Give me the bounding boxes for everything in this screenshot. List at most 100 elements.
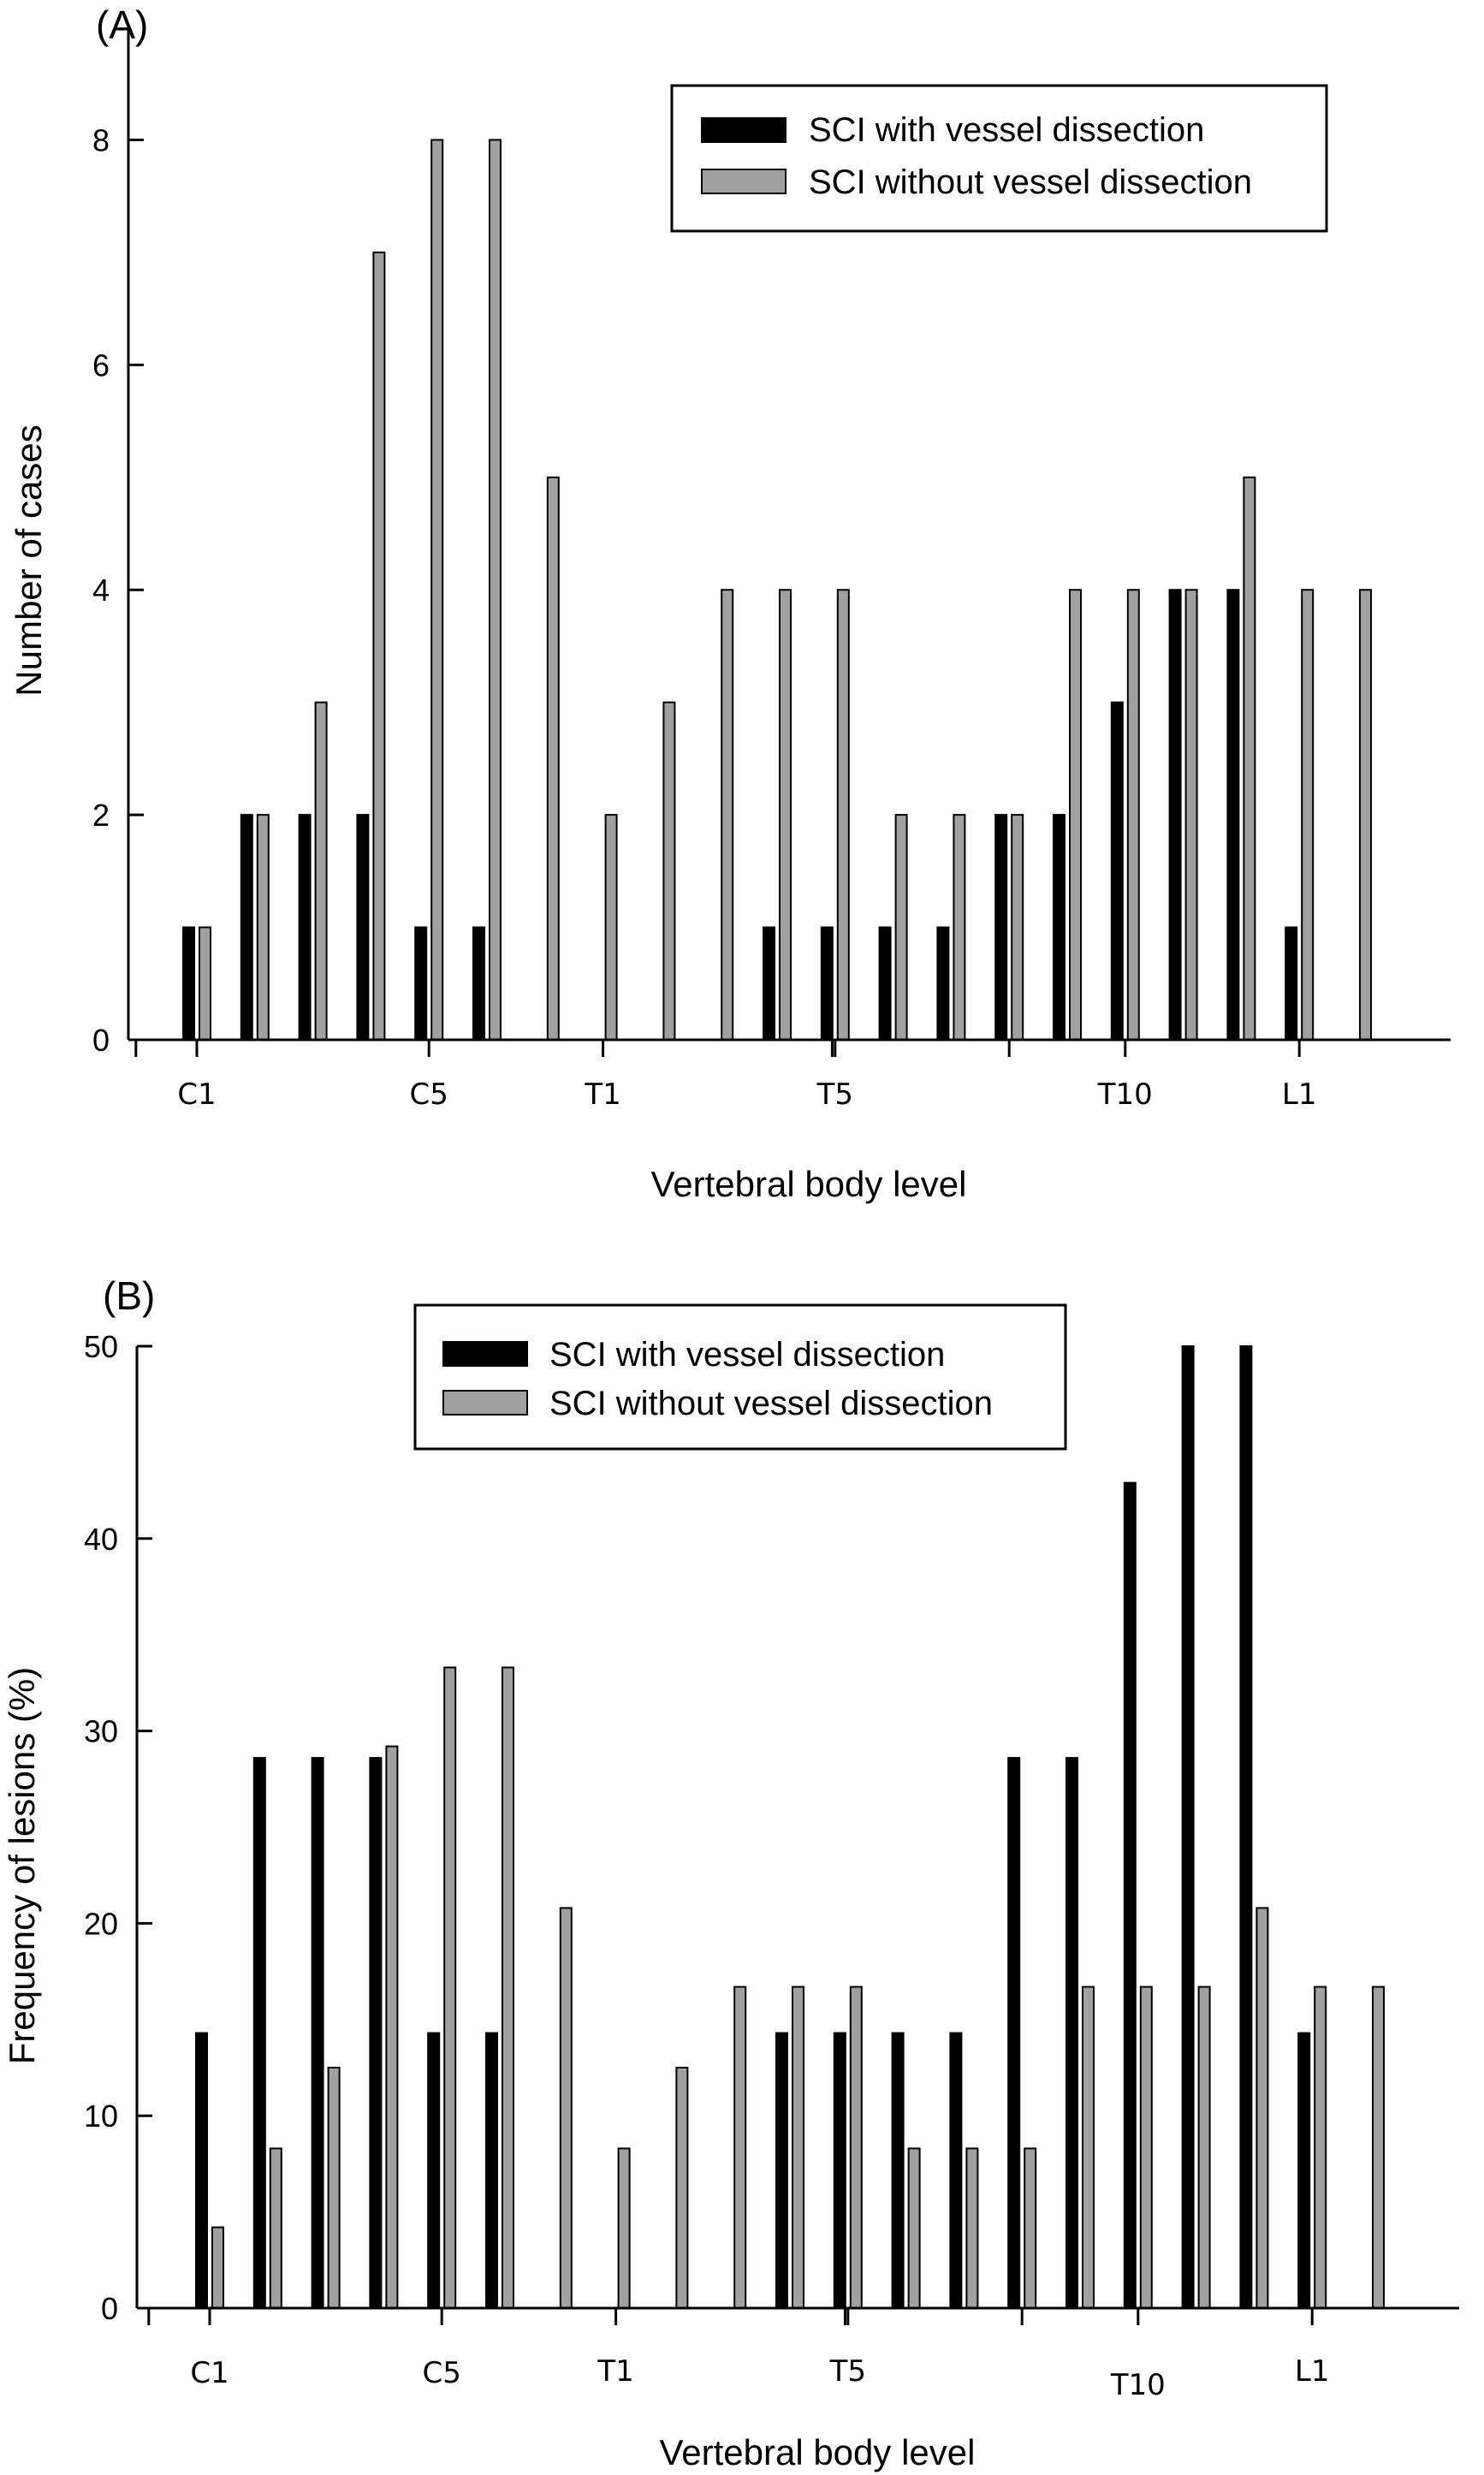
panel-a-bar-without-t11 <box>1184 589 1198 1041</box>
panel-b-bar-with-c5 <box>427 2032 441 2309</box>
panel-a-legend-swatch-with <box>701 117 787 143</box>
panel-b-bar-with-t5 <box>833 2032 846 2309</box>
panel-b-bar-with-l1 <box>1297 2032 1311 2309</box>
panel-a-chart: (A) 0 2 4 6 8 C1 C5 T1 T5 T10 L1 Number of cases V… <box>9 3 1451 1204</box>
panel-a-bar-without-c6 <box>489 139 502 1041</box>
panel-a-bar-without-c3 <box>314 701 328 1042</box>
panel-b-bars <box>195 1345 1385 2310</box>
panel-b-legend-box <box>413 1303 1067 1451</box>
panel-b-bar-with-t8 <box>1007 1757 1021 2309</box>
panel-a-bar-without-t1 <box>604 814 618 1041</box>
panel-b-y-axis-title: Frequency of lesions (%) <box>2 1667 42 2065</box>
panel-a-bar-without-t12 <box>1243 476 1256 1041</box>
panel-b-bar-with-c6 <box>485 2032 498 2309</box>
panel-a-bar-without-l2 <box>1359 589 1372 1041</box>
panel-b-bar-with-t10 <box>1123 1481 1137 2310</box>
panel-a-bar-without-c1 <box>199 926 211 1041</box>
panel-b-x-tick-label: T5 <box>829 2354 866 2389</box>
panel-a-bar-without-t5 <box>836 589 850 1041</box>
panel-a-bar-without-t10 <box>1126 589 1140 1041</box>
panel-a-bar-with-t9 <box>1053 814 1066 1041</box>
panel-b-bar-with-t11 <box>1181 1345 1195 2309</box>
panel-b-bar-without-c6 <box>502 1666 514 2309</box>
panel-a-legend-swatch-without <box>701 169 787 194</box>
panel-a-bar-with-t12 <box>1226 589 1240 1041</box>
panel-a-x-tick-label: T1 <box>584 1077 620 1112</box>
panel-b-chart: (B) 0 10 20 30 40 50 C1 C5 T1 T5 T10 L1 Frequency o… <box>2 1273 1459 2472</box>
panel-a-bar-with-t7 <box>936 926 950 1041</box>
panel-a-y-tick-label: 6 <box>92 347 110 383</box>
panel-a-bar-without-t3 <box>721 589 734 1041</box>
panel-b-legend-swatch-with <box>442 1341 528 1367</box>
panel-a-bar-without-c5 <box>430 139 444 1041</box>
panel-b-x-tick-label: C5 <box>423 2356 461 2390</box>
panel-b-bar-without-t12 <box>1255 1907 1269 2310</box>
panel-a-x-axis-title: Vertebral body level <box>651 1164 967 1204</box>
panel-a-bar-without-t9 <box>1069 589 1082 1041</box>
panel-b-bar-without-c3 <box>327 2067 341 2309</box>
panel-a-bar-with-c2 <box>240 814 253 1041</box>
panel-b-x-tick-label: C1 <box>190 2356 229 2390</box>
panel-b-y-tick-label: 50 <box>84 1329 118 1364</box>
panel-a-bar-without-t6 <box>894 814 908 1041</box>
panel-b-bar-without-c1 <box>211 2226 224 2309</box>
panel-a-bar-with-c5 <box>414 926 428 1041</box>
panel-b-bar-without-t3 <box>733 1985 747 2309</box>
panel-a-y-tick-label: 2 <box>92 798 110 833</box>
panel-b-label: (B) <box>103 1273 155 1318</box>
panel-a-x-tick-label: C5 <box>410 1077 448 1112</box>
panel-a-bar-without-t8 <box>1011 814 1024 1041</box>
panel-b-x-tick-label: T10 <box>1110 2368 1166 2402</box>
panel-b-legend-label-with: SCI with vessel dissection <box>549 1336 945 1374</box>
panel-b-y-tick-label: 40 <box>84 1522 118 1557</box>
panel-a-x-tick-label: T10 <box>1097 1077 1153 1112</box>
panel-b-y-tick-label: 30 <box>84 1714 118 1749</box>
panel-b-bar-with-t4 <box>775 2032 788 2309</box>
panel-a-bar-with-c4 <box>356 814 370 1041</box>
panel-a-bars <box>182 139 1372 1042</box>
panel-b-y-tick-label: 0 <box>101 2291 118 2326</box>
panel-b-legend-label-without: SCI without vessel dissection <box>549 1385 993 1422</box>
panel-a-bar-without-t7 <box>953 814 966 1041</box>
panel-b-axes: 0 10 20 30 40 50 C1 C5 T1 T5 T10 L1 <box>84 1329 1459 2402</box>
panel-b-bar-with-c3 <box>311 1757 324 2309</box>
panel-a-axes: 0 2 4 6 8 C1 C5 T1 T5 T10 L1 <box>92 27 1451 1112</box>
panel-b-x-tick-label: L1 <box>1295 2354 1330 2389</box>
panel-b-legend-swatch-without <box>442 1390 528 1416</box>
panel-a-label: (A) <box>96 3 148 47</box>
panel-a-legend-label-without: SCI without vessel dissection <box>809 163 1252 201</box>
panel-a-bar-with-l1 <box>1285 926 1298 1041</box>
panel-b-bar-without-t8 <box>1024 2147 1037 2310</box>
panel-b-bar-with-t9 <box>1066 1757 1078 2309</box>
panel-b-y-tick-label: 20 <box>84 1906 118 1941</box>
panel-b-bar-without-l1 <box>1314 1985 1327 2309</box>
panel-b-bar-without-t5 <box>849 1985 863 2309</box>
panel-b-bar-with-t12 <box>1239 1345 1253 2309</box>
panel-b-bar-without-t4 <box>792 1985 804 2309</box>
panel-b-bar-without-t10 <box>1139 1985 1153 2309</box>
panel-b-bar-without-c4 <box>385 1745 399 2309</box>
panel-a-bar-with-t10 <box>1110 701 1124 1042</box>
panel-a-bar-with-c1 <box>182 926 195 1041</box>
panel-a-bar-with-c6 <box>472 926 485 1041</box>
panel-a-bar-without-t2 <box>662 701 676 1042</box>
panel-a-bar-without-l1 <box>1301 589 1315 1041</box>
panel-b-bar-without-l2 <box>1372 1985 1385 2309</box>
panel-a-legend: SCI with vessel dissection SCI without v… <box>670 84 1328 233</box>
panel-a-bar-without-c2 <box>256 814 270 1041</box>
panel-b-bar-without-t11 <box>1197 1985 1211 2309</box>
panel-b-bar-with-t6 <box>891 2032 905 2309</box>
panel-b-bar-without-t7 <box>965 2147 979 2310</box>
panel-b-bar-without-t6 <box>907 2147 921 2310</box>
panel-a-bar-without-t4 <box>779 589 792 1041</box>
panel-a-y-tick-label: 8 <box>92 122 110 157</box>
panel-a-bar-without-c4 <box>372 251 386 1041</box>
panel-a-bar-with-c3 <box>298 814 312 1041</box>
panel-b-bar-with-c4 <box>369 1757 383 2309</box>
panel-a-bar-without-c7 <box>546 476 560 1041</box>
panel-b-bar-without-c7 <box>559 1907 573 2310</box>
panel-a-legend-box <box>670 84 1328 233</box>
panel-b-bar-without-t9 <box>1082 1985 1095 2309</box>
panel-b-legend: SCI with vessel dissection SCI without v… <box>413 1303 1067 1451</box>
